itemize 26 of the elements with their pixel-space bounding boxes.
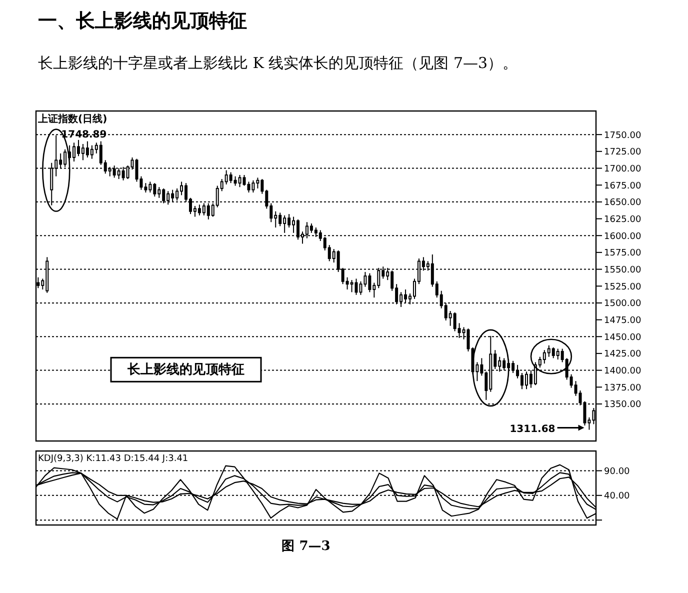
y-tick-label: 1450.00 (604, 332, 642, 343)
annotation: 1311.68 (510, 424, 556, 435)
y-tick-label: 1500.00 (604, 299, 642, 310)
y-tick-label: 1650.00 (604, 198, 642, 208)
chart-title: 一、长上影线的见顶特征 (38, 9, 248, 34)
y-tick-label: 1675.00 (604, 181, 642, 192)
y-tick-label: 1750.00 (604, 130, 642, 141)
y-tick-label: 90.00 (604, 466, 630, 477)
y-tick-label: 1600.00 (604, 232, 642, 242)
annotation: 长上影线的见顶特征 (126, 362, 244, 378)
annotation: 上证指数(日线) (37, 113, 108, 125)
chart-title: KDJ(9,3,3) K:11.43 D:15.44 J:3.41 (38, 454, 188, 464)
y-tick-label: 40.00 (604, 492, 630, 502)
y-tick-label: 1425.00 (604, 350, 642, 360)
y-tick-label: 1625.00 (604, 214, 642, 225)
y-tick-label: 1475.00 (604, 316, 642, 326)
y-tick-label: 1525.00 (604, 282, 642, 292)
chart-subtitle: 长上影线的十字星或者上影线比 K 线实体长的见顶特征（见图 7—3）。 (38, 54, 519, 73)
y-tick-label: 1350.00 (604, 400, 642, 410)
y-tick-label: 1375.00 (604, 383, 642, 394)
y-tick-label: 1700.00 (604, 164, 642, 174)
y-tick-label: 1725.00 (604, 148, 642, 158)
y-tick-label: 1550.00 (604, 265, 642, 276)
y-tick-label: 1575.00 (604, 248, 642, 259)
caption: 图 7—3 (280, 538, 332, 555)
y-tick-label: 1400.00 (604, 366, 642, 376)
